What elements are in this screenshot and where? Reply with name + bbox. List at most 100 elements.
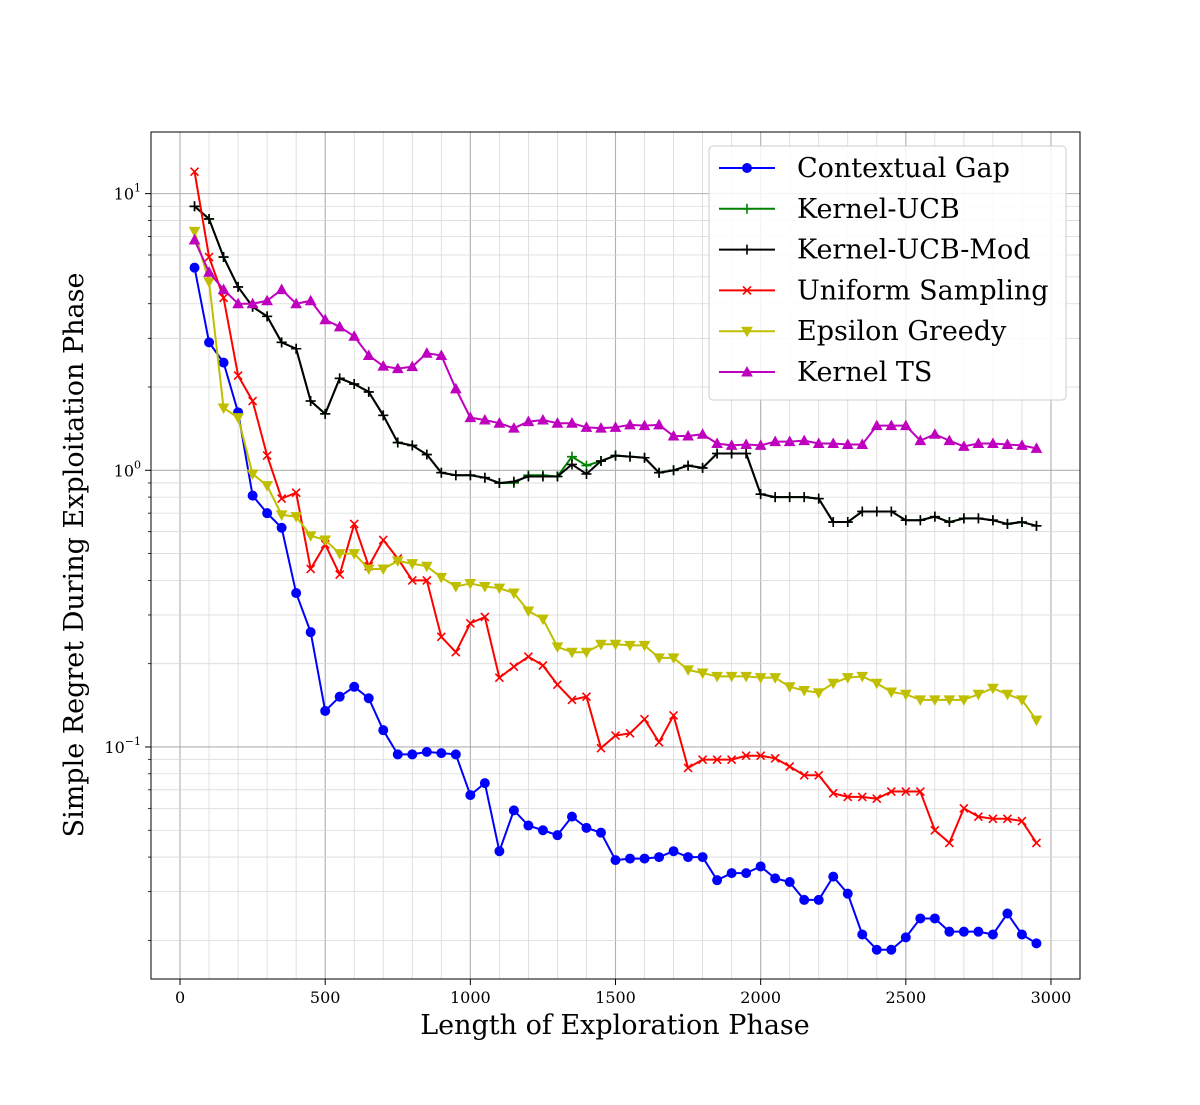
data-point-kernel-ucb-mod bbox=[958, 513, 969, 524]
data-point-kernel-ts bbox=[1016, 439, 1028, 450]
data-point-kernel-ucb-mod bbox=[1016, 517, 1027, 528]
data-point-uniform-sampling bbox=[799, 770, 809, 780]
data-point-kernel-ucb-mod bbox=[262, 311, 273, 322]
data-point-kernel-ts bbox=[319, 313, 332, 325]
data-point-kernel-ts bbox=[682, 429, 694, 441]
data-point-contextual-gap bbox=[436, 748, 447, 759]
data-point-epsilon-greedy bbox=[377, 564, 390, 575]
data-point-contextual-gap bbox=[581, 822, 592, 833]
data-point-contextual-gap bbox=[712, 875, 723, 886]
data-point-uniform-sampling bbox=[959, 803, 969, 813]
legend-item-contextual-gap: Contextual Gap bbox=[719, 153, 1010, 184]
data-point-kernel-ts bbox=[188, 233, 201, 245]
data-point-epsilon-greedy bbox=[914, 695, 927, 706]
data-point-kernel-ts bbox=[449, 382, 462, 394]
data-point-kernel-ucb-mod bbox=[552, 471, 563, 482]
data-point-epsilon-greedy bbox=[232, 413, 244, 424]
data-point-kernel-ucb-mod bbox=[218, 252, 229, 263]
data-point-kernel-ucb-mod bbox=[900, 515, 911, 526]
data-point-kernel-ts bbox=[754, 439, 767, 450]
data-point-uniform-sampling bbox=[1017, 816, 1027, 826]
data-point-kernel-ts bbox=[653, 418, 665, 430]
data-point-contextual-gap bbox=[305, 627, 316, 638]
data-point-kernel-ucb-mod bbox=[755, 489, 766, 500]
data-point-kernel-ts bbox=[551, 417, 564, 428]
data-point-uniform-sampling bbox=[436, 632, 446, 642]
data-point-kernel-ts bbox=[1030, 442, 1043, 453]
data-point-contextual-gap bbox=[204, 337, 215, 348]
data-point-kernel-ts bbox=[798, 434, 811, 446]
data-point-kernel-ts bbox=[841, 438, 854, 449]
data-point-uniform-sampling bbox=[277, 494, 287, 504]
data-point-contextual-gap bbox=[537, 825, 548, 836]
y-tick-label: 10−1 bbox=[104, 735, 141, 757]
data-point-uniform-sampling bbox=[465, 618, 475, 628]
data-point-epsilon-greedy bbox=[406, 559, 419, 570]
data-point-epsilon-greedy bbox=[1016, 695, 1028, 706]
series-group bbox=[188, 167, 1043, 955]
data-point-epsilon-greedy bbox=[188, 226, 201, 238]
legend-marker bbox=[742, 203, 752, 214]
data-point-kernel-ucb-mod bbox=[537, 471, 548, 482]
data-point-kernel-ts bbox=[435, 349, 448, 360]
data-point-contextual-gap bbox=[276, 522, 287, 533]
data-point-kernel-ts bbox=[885, 419, 898, 431]
data-point-kernel-ts bbox=[304, 294, 317, 306]
legend-marker bbox=[741, 326, 753, 338]
data-point-contextual-gap bbox=[334, 691, 345, 702]
data-point-kernel-ucb-mod bbox=[842, 517, 853, 528]
data-point-uniform-sampling bbox=[668, 710, 679, 721]
data-point-contextual-gap bbox=[857, 929, 868, 940]
data-point-epsilon-greedy bbox=[420, 561, 433, 573]
data-point-epsilon-greedy bbox=[958, 695, 970, 706]
data-point-contextual-gap bbox=[726, 868, 737, 879]
data-point-contextual-gap bbox=[566, 811, 577, 822]
data-point-kernel-ucb-mod bbox=[233, 281, 244, 292]
data-point-kernel-ucb-mod bbox=[189, 201, 200, 212]
data-point-epsilon-greedy bbox=[928, 695, 941, 706]
data-point-epsilon-greedy bbox=[841, 673, 854, 684]
y-tick-label-base: 10 bbox=[114, 185, 134, 204]
data-point-kernel-ucb-mod bbox=[857, 506, 868, 517]
data-point-uniform-sampling bbox=[639, 714, 650, 724]
x-tick-label: 0 bbox=[175, 988, 185, 1007]
data-point-contextual-gap bbox=[799, 894, 810, 905]
data-point-kernel-ucb-mod bbox=[334, 373, 345, 384]
data-point-kernel-ucb-mod bbox=[828, 517, 839, 528]
data-point-contextual-gap bbox=[320, 705, 331, 716]
data-point-uniform-sampling bbox=[291, 488, 301, 498]
data-point-uniform-sampling bbox=[712, 755, 722, 765]
data-point-epsilon-greedy bbox=[595, 639, 607, 651]
data-point-epsilon-greedy bbox=[740, 671, 752, 683]
data-point-kernel-ucb-mod bbox=[595, 456, 606, 467]
data-point-uniform-sampling bbox=[625, 728, 635, 738]
data-point-epsilon-greedy bbox=[638, 640, 651, 652]
data-point-kernel-ucb-mod bbox=[712, 448, 723, 459]
data-point-epsilon-greedy bbox=[493, 583, 506, 595]
data-point-kernel-ts bbox=[217, 283, 230, 295]
legend-marker bbox=[742, 285, 752, 295]
data-point-uniform-sampling bbox=[930, 825, 940, 835]
legend-marker bbox=[741, 365, 753, 377]
data-point-kernel-ucb-mod bbox=[784, 492, 795, 503]
data-point-kernel-ucb-mod bbox=[378, 410, 389, 421]
data-point-kernel-ts bbox=[725, 439, 738, 450]
data-point-uniform-sampling bbox=[872, 794, 882, 804]
data-point-kernel-ucb-mod bbox=[915, 515, 926, 526]
data-point-uniform-sampling bbox=[523, 652, 533, 662]
data-point-epsilon-greedy bbox=[1030, 715, 1043, 727]
data-point-uniform-sampling bbox=[538, 660, 548, 671]
x-tick-label: 1500 bbox=[595, 988, 636, 1007]
data-point-kernel-ucb-mod bbox=[871, 506, 882, 517]
data-point-kernel-ucb-mod bbox=[886, 506, 897, 517]
data-point-contextual-gap bbox=[900, 932, 911, 943]
legend-label: Kernel-UCB-Mod bbox=[797, 235, 1031, 266]
data-point-kernel-ucb-mod bbox=[987, 515, 998, 526]
data-point-kernel-ts bbox=[203, 266, 215, 277]
data-point-epsilon-greedy bbox=[537, 614, 549, 626]
data-point-kernel-ts bbox=[624, 418, 636, 430]
data-point-kernel-ts bbox=[290, 297, 303, 309]
data-point-contextual-gap bbox=[291, 588, 302, 599]
data-point-kernel-ucb-mod bbox=[407, 440, 418, 451]
